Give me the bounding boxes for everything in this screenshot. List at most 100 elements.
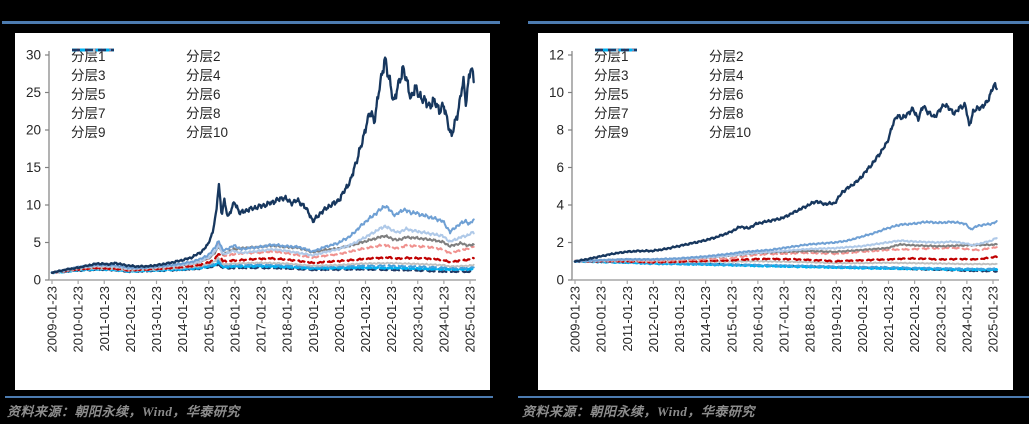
top-rule-left xyxy=(2,21,500,24)
svg-text:2011-01-23: 2011-01-23 xyxy=(97,286,112,352)
legend-label: 分层8 xyxy=(709,106,744,121)
legend-label: 分层10 xyxy=(186,125,229,140)
svg-text:2: 2 xyxy=(556,235,564,250)
legend-label: 分层5 xyxy=(594,87,629,102)
svg-text:2024-01-23: 2024-01-23 xyxy=(959,286,974,353)
svg-text:8: 8 xyxy=(556,123,564,138)
svg-text:2023-01-23: 2023-01-23 xyxy=(933,286,948,353)
svg-text:10: 10 xyxy=(26,198,41,213)
legend-item: 分层3 xyxy=(71,48,186,85)
svg-text:2020-01-23: 2020-01-23 xyxy=(855,286,870,353)
legend-label: 分层7 xyxy=(71,106,106,121)
svg-text:2014-01-23: 2014-01-23 xyxy=(175,286,190,353)
svg-text:2025-01-23: 2025-01-23 xyxy=(463,286,478,353)
svg-text:2020-01-23: 2020-01-23 xyxy=(332,286,347,353)
legend-item: 分层2 xyxy=(72,47,228,66)
legend-label: 分层5 xyxy=(71,87,106,102)
svg-text:2009-01-23: 2009-01-23 xyxy=(568,286,583,353)
legend-label: 分层10 xyxy=(709,125,752,140)
svg-text:2019-01-23: 2019-01-23 xyxy=(306,286,321,353)
svg-text:2016-01-23: 2016-01-23 xyxy=(227,286,242,353)
svg-text:2010-01-23: 2010-01-23 xyxy=(594,286,609,353)
svg-text:2012-01-23: 2012-01-23 xyxy=(646,286,661,353)
bottom-rule-right xyxy=(518,396,1029,398)
svg-text:2013-01-23: 2013-01-23 xyxy=(149,286,164,353)
svg-text:2018-01-23: 2018-01-23 xyxy=(280,286,295,353)
legend-label: 分层1 xyxy=(594,49,629,64)
legend-item: 分层8 xyxy=(595,48,751,123)
legend-item: 分层2 xyxy=(595,47,751,66)
legend-item: 分层7 xyxy=(71,48,186,123)
legend-item: 分层5 xyxy=(594,48,709,104)
legend-item: 分层7 xyxy=(594,48,709,123)
svg-text:0: 0 xyxy=(33,273,41,288)
svg-text:2012-01-23: 2012-01-23 xyxy=(123,286,138,353)
legend-item: 分层9 xyxy=(71,48,186,142)
legend-item: 分层3 xyxy=(594,48,709,85)
legend-item: 分层6 xyxy=(72,48,228,104)
legend-item: 分层10 xyxy=(72,48,229,142)
svg-text:6: 6 xyxy=(556,160,564,175)
legend-label: 分层8 xyxy=(186,106,221,121)
svg-text:30: 30 xyxy=(26,48,41,63)
top-rule-right xyxy=(528,21,1029,24)
legend-label: 分层7 xyxy=(594,106,629,121)
svg-text:2021-01-23: 2021-01-23 xyxy=(358,286,373,353)
legend-label: 分层3 xyxy=(594,68,629,83)
legend-label: 分层1 xyxy=(71,49,106,64)
svg-text:2021-01-23: 2021-01-23 xyxy=(881,286,896,353)
svg-text:2019-01-23: 2019-01-23 xyxy=(829,286,844,353)
legend-label: 分层6 xyxy=(186,87,221,102)
svg-text:2022-01-23: 2022-01-23 xyxy=(384,286,399,353)
legend-label: 分层9 xyxy=(71,125,106,140)
svg-text:2023-01-23: 2023-01-23 xyxy=(410,286,425,353)
source-note-right: 资料来源：朝阳永续，Wind，华泰研究 xyxy=(522,404,755,419)
svg-text:2017-01-23: 2017-01-23 xyxy=(254,286,269,353)
svg-text:2011-01-23: 2011-01-23 xyxy=(620,286,635,352)
source-note-left: 资料来源：朝阳永续，Wind，华泰研究 xyxy=(7,404,240,419)
svg-text:2017-01-23: 2017-01-23 xyxy=(777,286,792,353)
right-chart: 0 2 4 6 8 10 12 2009-01-23 2010-01-23 2011-01-23 2… xyxy=(549,48,1001,353)
chart-panel-right: 0 2 4 6 8 10 12 2009-01-23 2010-01-23 2011-01-23 2… xyxy=(538,33,1013,390)
svg-text:2018-01-23: 2018-01-23 xyxy=(803,286,818,353)
svg-text:2015-01-23: 2015-01-23 xyxy=(724,286,739,353)
left-chart-legend: 分层1 分层2 分层3 分层4 分层5 分层6 分层7 分层8 分层9 分层10 xyxy=(71,47,228,142)
svg-text:2024-01-23: 2024-01-23 xyxy=(436,286,451,353)
svg-text:10: 10 xyxy=(549,85,564,100)
svg-text:4: 4 xyxy=(556,198,564,213)
svg-text:2014-01-23: 2014-01-23 xyxy=(698,286,713,353)
svg-text:2016-01-23: 2016-01-23 xyxy=(750,286,765,353)
svg-text:2009-01-23: 2009-01-23 xyxy=(45,286,60,353)
svg-text:5: 5 xyxy=(33,235,41,250)
legend-item: 分层4 xyxy=(595,48,751,85)
legend-line-sample xyxy=(72,48,114,52)
svg-text:15: 15 xyxy=(26,160,41,175)
chart-panel-left: 0 5 10 15 20 25 30 2009-01-23 2010-01-23 2011-01-… xyxy=(15,33,490,390)
svg-text:12: 12 xyxy=(549,48,564,63)
svg-text:0: 0 xyxy=(556,273,564,288)
legend-item: 分层6 xyxy=(595,48,751,104)
svg-text:2025-01-23: 2025-01-23 xyxy=(986,286,1001,353)
svg-text:25: 25 xyxy=(26,85,41,100)
legend-line-sample xyxy=(595,48,637,52)
svg-text:20: 20 xyxy=(26,123,41,138)
legend-label: 分层6 xyxy=(709,87,744,102)
svg-text:2010-01-23: 2010-01-23 xyxy=(71,286,86,353)
legend-item: 分层9 xyxy=(594,48,709,142)
legend-item: 分层8 xyxy=(72,48,228,123)
legend-item: 分层10 xyxy=(595,48,752,142)
legend-label: 分层9 xyxy=(594,125,629,140)
bottom-rule-left xyxy=(5,396,493,398)
legend-label: 分层3 xyxy=(71,68,106,83)
right-chart-legend: 分层1 分层2 分层3 分层4 分层5 分层6 分层7 分层8 分层9 分层10 xyxy=(594,47,751,142)
svg-text:2022-01-23: 2022-01-23 xyxy=(907,286,922,353)
svg-text:2015-01-23: 2015-01-23 xyxy=(201,286,216,353)
legend-label: 分层4 xyxy=(709,68,744,83)
legend-item: 分层4 xyxy=(72,48,228,85)
legend-label: 分层2 xyxy=(709,49,744,64)
left-chart: 0 5 10 15 20 25 30 2009-01-23 2010-01-23 2011-01-… xyxy=(26,48,478,353)
legend-label: 分层4 xyxy=(186,68,221,83)
svg-text:2013-01-23: 2013-01-23 xyxy=(672,286,687,353)
legend-item: 分层5 xyxy=(71,48,186,104)
